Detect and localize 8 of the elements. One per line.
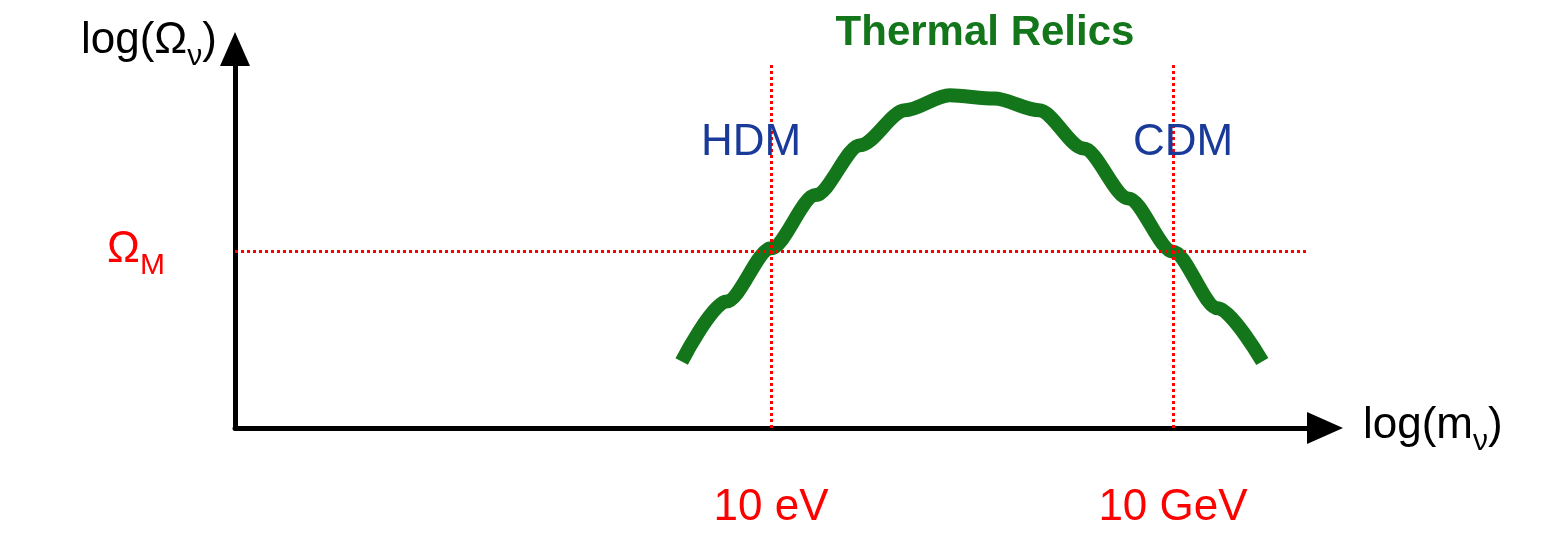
- x-axis-title: log(m$_{ν}$): [1363, 398, 1503, 456]
- x-tick-label: 10 GeV: [1098, 479, 1249, 529]
- annotation: HDM: [701, 115, 802, 164]
- ref-line-label: Ω$_{M}$: [107, 221, 165, 280]
- y-axis-title: log(Ω$_{ν}$): [81, 13, 217, 71]
- annotation: CDM: [1133, 115, 1234, 164]
- x-tick-label: 10 eV: [713, 479, 830, 529]
- chart-title: Thermal Relics: [835, 6, 1135, 54]
